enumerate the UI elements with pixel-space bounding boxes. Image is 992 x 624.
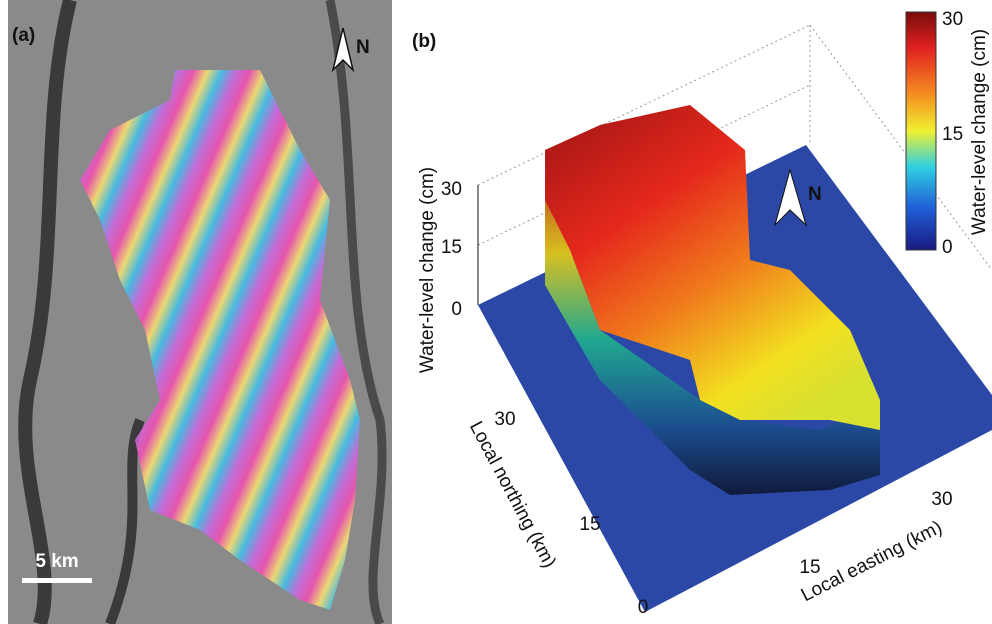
panel-label: (a) [12, 25, 35, 46]
easting-tick-label: 15 [799, 557, 820, 578]
northing-tick-label: 0 [638, 597, 649, 618]
z-tick-label: 15 [441, 237, 462, 258]
z-tick-label: 30 [441, 179, 462, 200]
scale-bar [22, 578, 92, 583]
figure: (a) N 5 km (b) N 30 15 0 Water-level cha… [0, 0, 992, 624]
northing-tick-label: 15 [579, 514, 600, 535]
panel-b: (b) N 30 15 0 Water-level change (cm) 30… [412, 9, 992, 618]
northing-axis-label: Local northing (km) [465, 418, 560, 571]
panel-a: (a) N 5 km [8, 0, 392, 624]
z-axis-label: Water-level change (cm) [417, 167, 438, 373]
colorbar-label: Water-level change (cm) [969, 29, 990, 235]
z-tick-label: 0 [451, 299, 462, 320]
easting-tick-label: 30 [931, 489, 952, 510]
colorbar-tick-label: 15 [942, 124, 963, 145]
colorbar-tick-label: 30 [942, 9, 963, 30]
scale-label: 5 km [35, 551, 78, 572]
northing-tick-label: 30 [494, 409, 515, 430]
north-label: N [356, 37, 370, 58]
colorbar [906, 12, 936, 250]
north-label: N [808, 184, 822, 205]
panel-label: (b) [412, 31, 436, 52]
colorbar-tick-label: 0 [942, 237, 953, 258]
